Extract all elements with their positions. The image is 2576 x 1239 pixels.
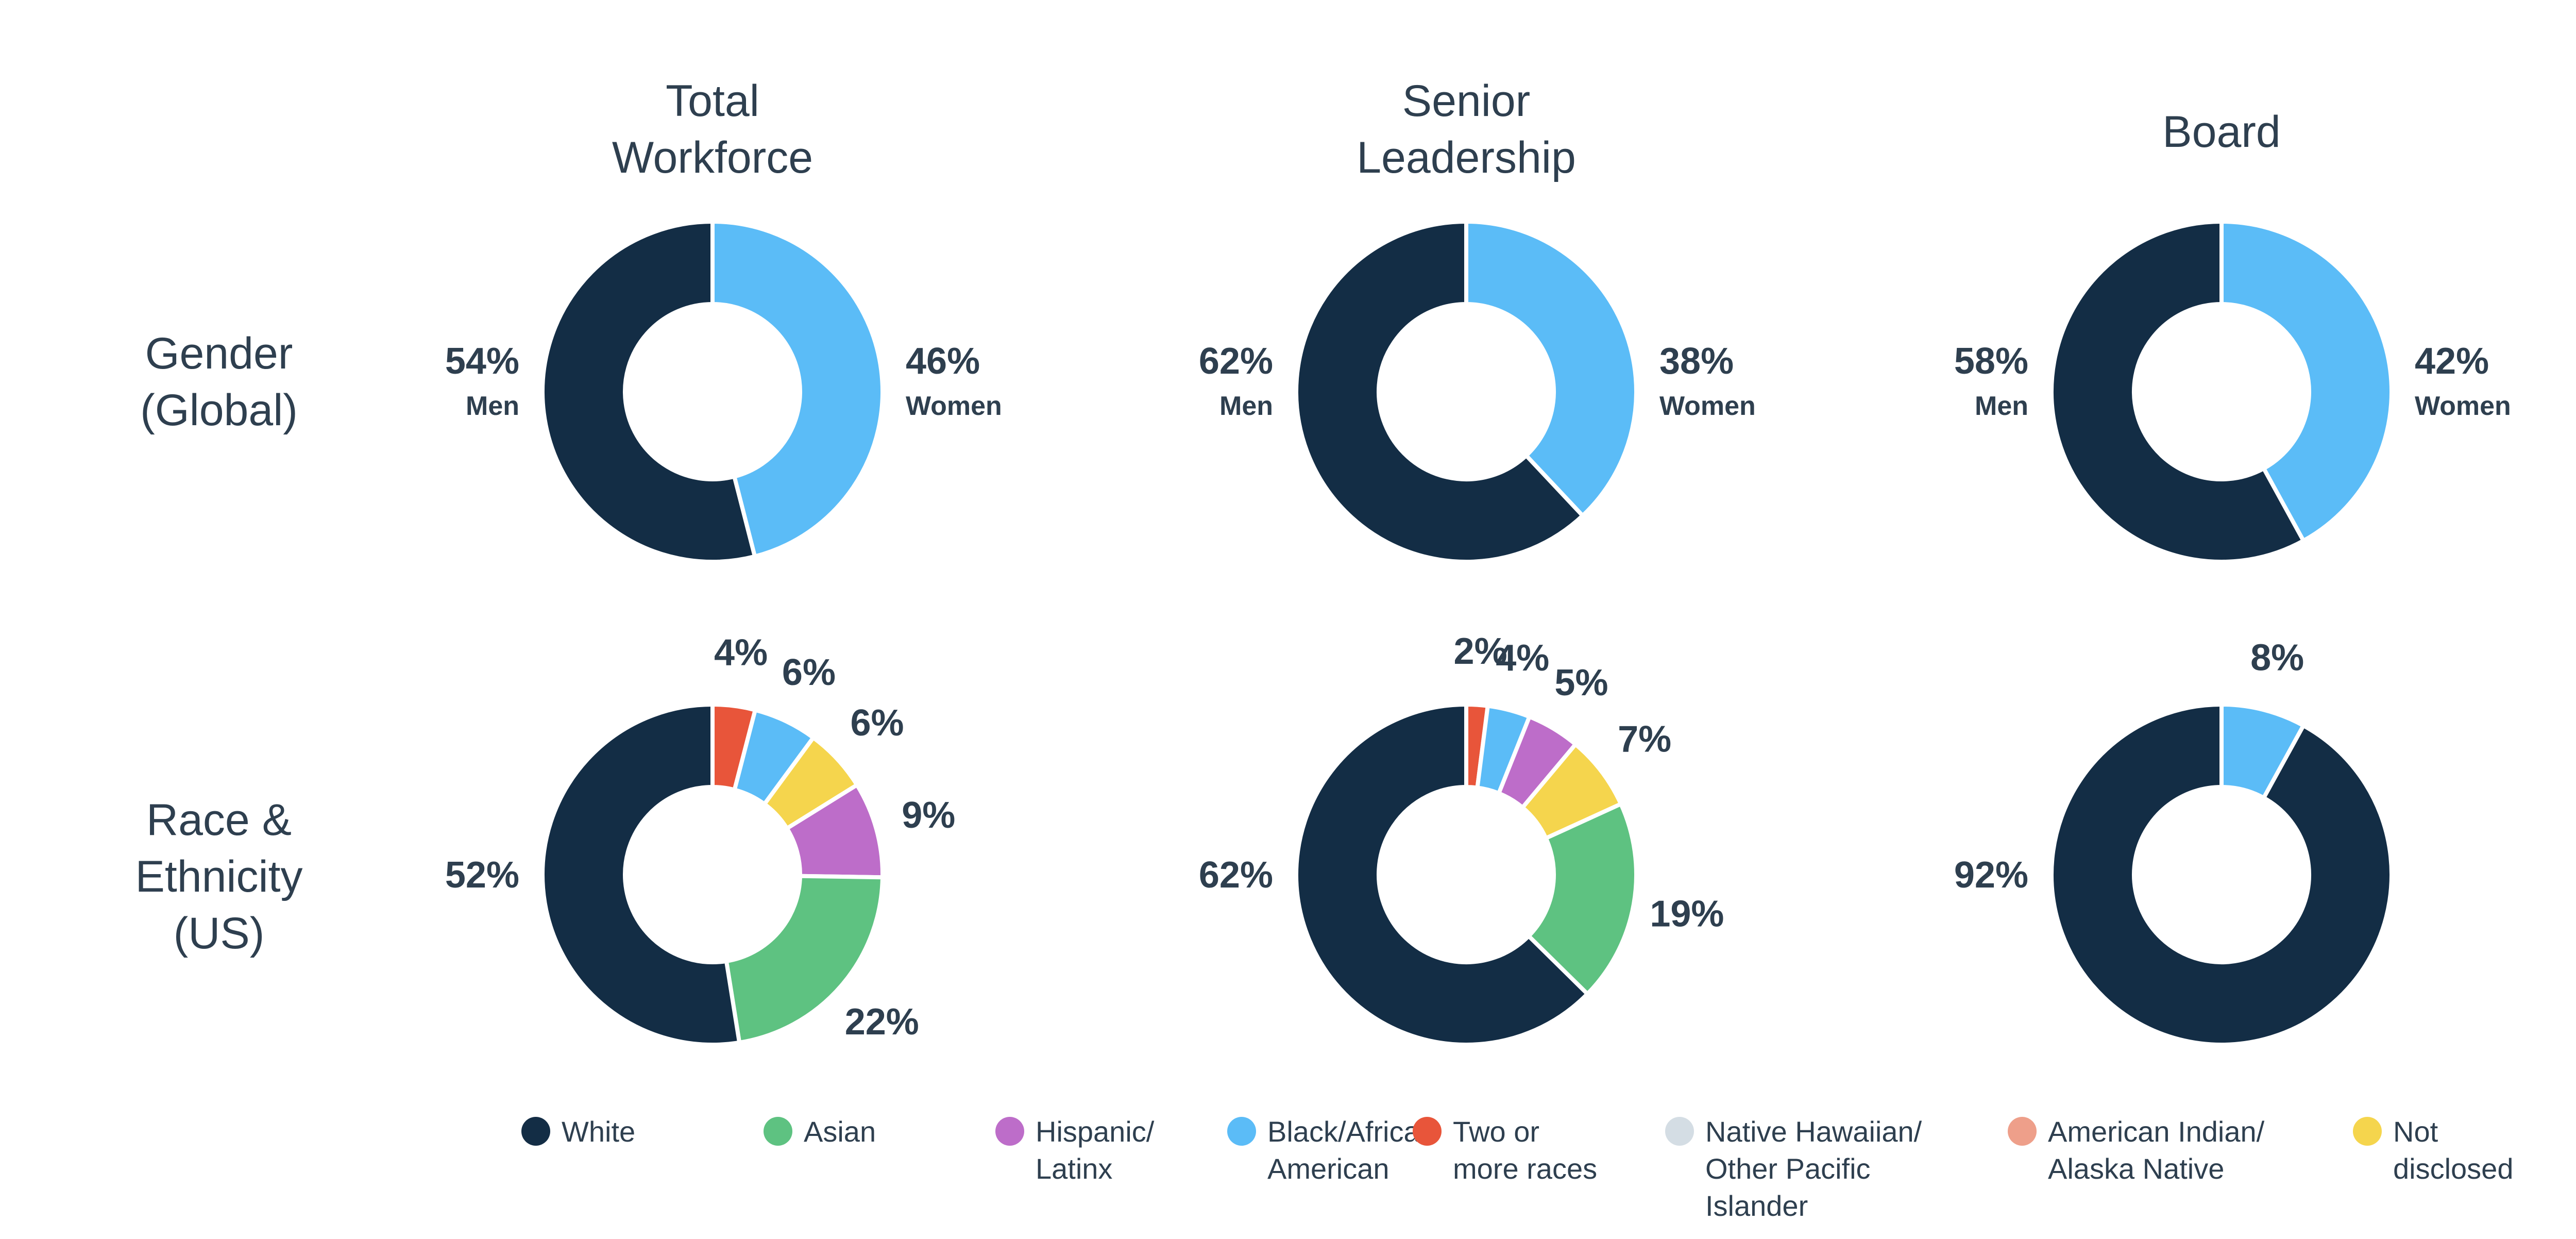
slice-value-label: 9% bbox=[902, 795, 955, 836]
legend-item: Hispanic/Latinx bbox=[995, 1115, 1155, 1185]
slice-category-label: Women bbox=[2415, 391, 2511, 421]
slice-value-label: 58% bbox=[1954, 341, 2028, 382]
legend-item: Black/African American bbox=[1227, 1115, 1436, 1185]
slice-value-label: 6% bbox=[782, 652, 836, 693]
legend-label: Islander bbox=[1705, 1190, 1808, 1222]
legend-label: Two or bbox=[1453, 1115, 1539, 1148]
column-title: Total bbox=[666, 76, 759, 126]
slice-value-label: 4% bbox=[1496, 638, 1549, 679]
slice-category-label: Men bbox=[1975, 391, 2028, 421]
slice-value-label: 19% bbox=[1650, 894, 1724, 935]
legend-item: Asian bbox=[764, 1115, 876, 1148]
donut-slice-men bbox=[2049, 220, 2306, 564]
column-title: Workforce bbox=[612, 133, 813, 182]
slice-value-label: 5% bbox=[1554, 662, 1608, 704]
legend-swatch bbox=[1413, 1117, 1442, 1146]
donut-slice-white bbox=[2049, 702, 2394, 1047]
donut-chart: 42% Women 58% Men bbox=[1954, 220, 2511, 564]
row-title: (Global) bbox=[140, 386, 298, 435]
legend-label: more races bbox=[1453, 1152, 1597, 1185]
legend-label: Latinx bbox=[1036, 1152, 1112, 1185]
donut-chart: 4% 6% 6% 9% 22% 52% bbox=[445, 632, 955, 1047]
slice-value-label: 46% bbox=[906, 341, 980, 382]
legend-swatch bbox=[1227, 1117, 1256, 1146]
row-title: Race & bbox=[146, 795, 292, 845]
legend-label: Hispanic/ bbox=[1036, 1115, 1155, 1148]
row-title: Gender bbox=[145, 329, 293, 378]
legend-swatch bbox=[2353, 1117, 2382, 1146]
legend-label: American Indian/ bbox=[2048, 1115, 2265, 1148]
legend-item: Two or more races bbox=[1413, 1115, 1597, 1185]
slice-category-label: Women bbox=[1659, 391, 1756, 421]
donut-slice-white bbox=[540, 702, 742, 1047]
donut-chart: 8% 92% bbox=[1954, 638, 2394, 1047]
column-title: Leadership bbox=[1357, 133, 1576, 182]
legend-item: White bbox=[521, 1115, 635, 1148]
legend-label: Other Pacific bbox=[1705, 1152, 1871, 1185]
slice-value-label: 38% bbox=[1659, 341, 1734, 382]
slice-value-label: 2% bbox=[1454, 631, 1507, 672]
legend-label: disclosed bbox=[2393, 1152, 2513, 1185]
slice-category-label: Women bbox=[906, 391, 1002, 421]
slice-value-label: 62% bbox=[1199, 855, 1273, 896]
legend-label: American bbox=[1267, 1152, 1389, 1185]
donut-slice-women bbox=[1464, 220, 1638, 518]
legend-label: Native Hawaiian/ bbox=[1705, 1115, 1922, 1148]
donut-slice-women bbox=[710, 220, 885, 559]
donut-chart: 38% Women 62% Men bbox=[1199, 220, 1756, 564]
donut-slice-women bbox=[2219, 220, 2394, 543]
legend-swatch bbox=[1665, 1117, 1694, 1146]
legend-label: Black/African bbox=[1267, 1115, 1436, 1148]
slice-value-label: 8% bbox=[2250, 638, 2304, 679]
donut-chart: 46% Women 54% Men bbox=[445, 220, 1002, 564]
slice-category-label: Men bbox=[466, 391, 519, 421]
column-title: Senior bbox=[1402, 76, 1531, 126]
slice-category-label: Men bbox=[1219, 391, 1273, 421]
legend: White Asian Hispanic/Latinx Black/African Am… bbox=[521, 1115, 2513, 1222]
legend-item: Not disclosed bbox=[2353, 1115, 2513, 1185]
row-title: (US) bbox=[174, 909, 265, 958]
donut-slice-asian bbox=[724, 874, 885, 1045]
slice-value-label: 42% bbox=[2415, 341, 2489, 382]
legend-label: Alaska Native bbox=[2048, 1152, 2224, 1185]
slice-value-label: 22% bbox=[845, 1001, 919, 1043]
legend-label: Asian bbox=[804, 1115, 876, 1148]
legend-swatch bbox=[2008, 1117, 2037, 1146]
legend-swatch bbox=[995, 1117, 1024, 1146]
slice-value-label: 62% bbox=[1199, 341, 1273, 382]
donut-chart: 2%4%5%7% 19% 62% bbox=[1199, 631, 1724, 1047]
legend-swatch bbox=[521, 1117, 550, 1146]
slice-value-label: 52% bbox=[445, 855, 519, 896]
legend-label: Not bbox=[2393, 1115, 2438, 1148]
donut-slice-white bbox=[1294, 702, 1590, 1047]
charts-layer: 46% Women 54% Men 38% Women 62% Men 42% Women 58% M… bbox=[445, 220, 2511, 1047]
row-title: Ethnicity bbox=[135, 852, 302, 901]
column-title: Board bbox=[2162, 107, 2281, 157]
slice-value-label: 6% bbox=[851, 702, 904, 744]
legend-item: Native Hawaiian/Other Pacific Islander bbox=[1665, 1115, 1922, 1222]
donut-slice-asian bbox=[1527, 801, 1638, 996]
legend-label: White bbox=[562, 1115, 635, 1148]
slice-value-label: 4% bbox=[714, 632, 768, 673]
donut-slice-men bbox=[540, 220, 757, 564]
legend-swatch bbox=[764, 1117, 792, 1146]
slice-value-label: 54% bbox=[445, 341, 519, 382]
legend-item: American Indian/Alaska Native bbox=[2008, 1115, 2265, 1185]
slice-value-label: 7% bbox=[1618, 719, 1671, 760]
slice-value-label: 92% bbox=[1954, 855, 2028, 896]
titles-layer: Total Workforce Senior Leadership Board Gende… bbox=[135, 76, 2280, 958]
donut-slice-men bbox=[1294, 220, 1585, 564]
